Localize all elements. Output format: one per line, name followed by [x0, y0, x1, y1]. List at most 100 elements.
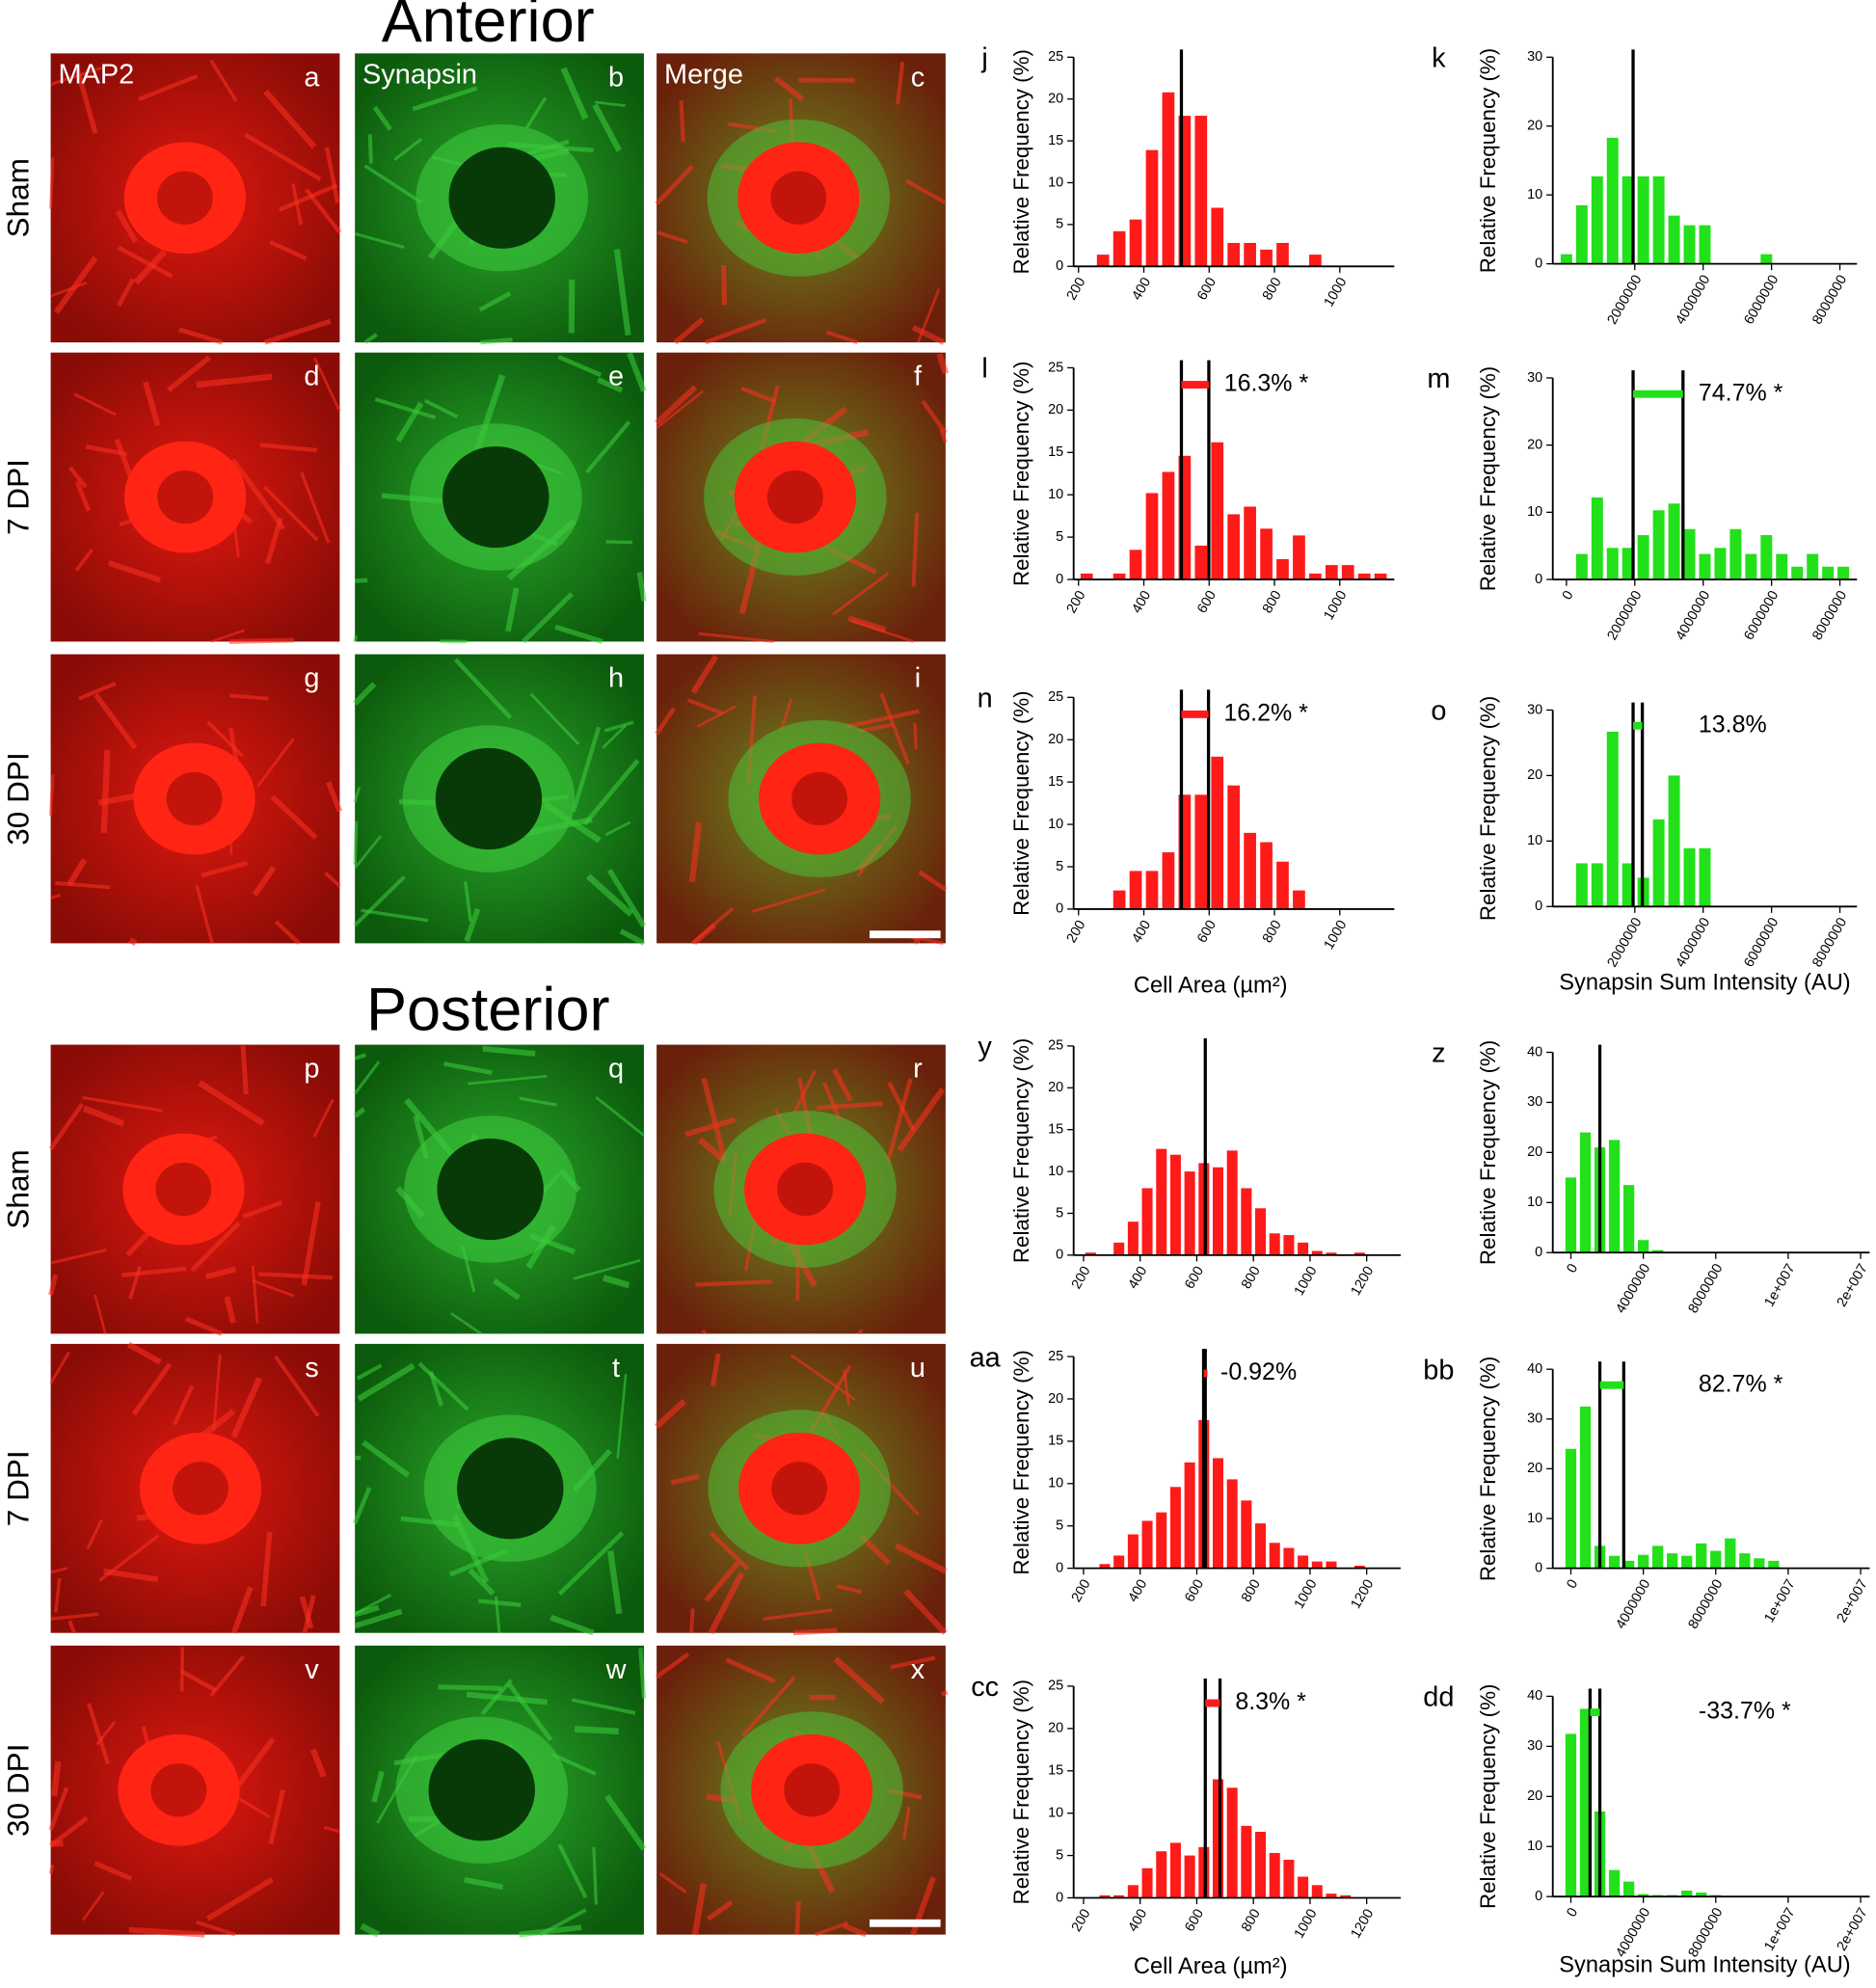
y-tick-label: 0 [1535, 255, 1542, 271]
texture [166, 355, 212, 392]
texture [121, 1266, 186, 1277]
texture [133, 249, 167, 285]
y-tick-label: 30 [1527, 49, 1542, 65]
nucleus [155, 1162, 212, 1217]
bar [1099, 1564, 1111, 1569]
y-tick-label: 0 [1535, 1560, 1542, 1575]
soma [435, 747, 543, 850]
annotation: 82.7% * [1699, 1370, 1783, 1397]
texture [49, 157, 55, 209]
texture [313, 357, 341, 413]
annotation: 74.7% * [1699, 379, 1783, 406]
y-tick-label: 10 [1527, 187, 1542, 202]
texture [655, 1399, 686, 1429]
bar [1127, 1222, 1139, 1255]
x-tick-label: 200 [1069, 1907, 1094, 1935]
texture [268, 1789, 285, 1845]
x-tick-label: 400 [1126, 1264, 1151, 1292]
bar [1212, 1167, 1223, 1255]
x-tick-label: 1000 [1292, 1264, 1321, 1299]
texture [353, 875, 406, 927]
bar [1357, 573, 1371, 580]
texture [363, 333, 378, 344]
texture [309, 1748, 327, 1778]
texture [551, 1753, 597, 1776]
texture [55, 881, 111, 890]
bar [1652, 510, 1665, 580]
panel-letter: q [608, 1054, 624, 1085]
bar [1156, 1512, 1167, 1569]
bar [1162, 852, 1175, 909]
panel-letter: h [608, 663, 624, 694]
texture [362, 1439, 411, 1478]
x-tick-label: 8000000 [1809, 588, 1850, 643]
x-tick-label: 8000000 [1685, 1577, 1726, 1632]
texture [230, 1586, 254, 1634]
bar [1575, 553, 1588, 580]
x-tick-label: 8000000 [1685, 1261, 1726, 1316]
x-tick-label: 600 [1194, 918, 1219, 946]
bar [1244, 506, 1256, 580]
y-tick-label: 30 [1527, 370, 1542, 386]
texture [74, 66, 98, 134]
texture [354, 1053, 367, 1061]
bar [1760, 535, 1773, 580]
texture [374, 397, 437, 420]
texture [655, 1652, 690, 1679]
bar [1652, 175, 1665, 264]
texture [613, 249, 631, 336]
y-tick-label: 20 [1048, 1721, 1063, 1736]
panel-letter: aa [970, 1342, 1002, 1373]
annotation: 16.3% * [1224, 370, 1309, 397]
bar [1696, 1543, 1707, 1569]
y-tick-label: 20 [1527, 1461, 1542, 1476]
texture [482, 1045, 536, 1057]
y-tick-label: 5 [1056, 217, 1063, 232]
y-tick-label: 0 [1535, 1245, 1542, 1260]
y-tick-label: 10 [1048, 1805, 1063, 1820]
texture [51, 1248, 107, 1265]
texture [324, 871, 341, 888]
bar [1127, 1534, 1139, 1569]
texture [78, 682, 117, 701]
texture [673, 317, 705, 345]
x-tick-label: 400 [1129, 275, 1154, 303]
bar [1621, 175, 1634, 264]
bar [1681, 1555, 1693, 1569]
micrograph [355, 1645, 647, 1938]
texture [354, 1593, 392, 1616]
micrograph [48, 1044, 340, 1336]
texture [50, 1567, 68, 1574]
texture [707, 1899, 734, 1921]
texture [228, 637, 294, 644]
panel-letter: f [914, 362, 923, 392]
texture [74, 480, 92, 512]
texture [603, 720, 634, 733]
texture [480, 336, 513, 345]
texture [424, 398, 459, 418]
bar [1683, 225, 1696, 264]
panel-letter: j [980, 43, 987, 74]
nucleus [766, 470, 823, 524]
soma [442, 445, 549, 549]
x-tick-label: 800 [1239, 1577, 1264, 1605]
bar [1283, 1235, 1295, 1255]
x-tick-label: 2e+007 [1835, 1261, 1871, 1309]
texture [252, 1279, 295, 1298]
x-tick-label: 800 [1260, 918, 1285, 946]
texture [453, 658, 513, 720]
bar [1699, 553, 1711, 580]
texture [940, 1689, 949, 1698]
texture [879, 692, 910, 766]
texture [529, 692, 580, 745]
texture [595, 1095, 645, 1137]
texture [274, 1355, 320, 1417]
bar [1269, 1543, 1280, 1569]
micrograph [49, 1341, 340, 1634]
texture [179, 1647, 185, 1692]
texture [679, 100, 685, 143]
x-tick-label: 200 [1069, 1577, 1094, 1605]
bar [1212, 1779, 1223, 1898]
x-tick-label: 2e+007 [1835, 1577, 1871, 1625]
bar [1606, 548, 1619, 580]
